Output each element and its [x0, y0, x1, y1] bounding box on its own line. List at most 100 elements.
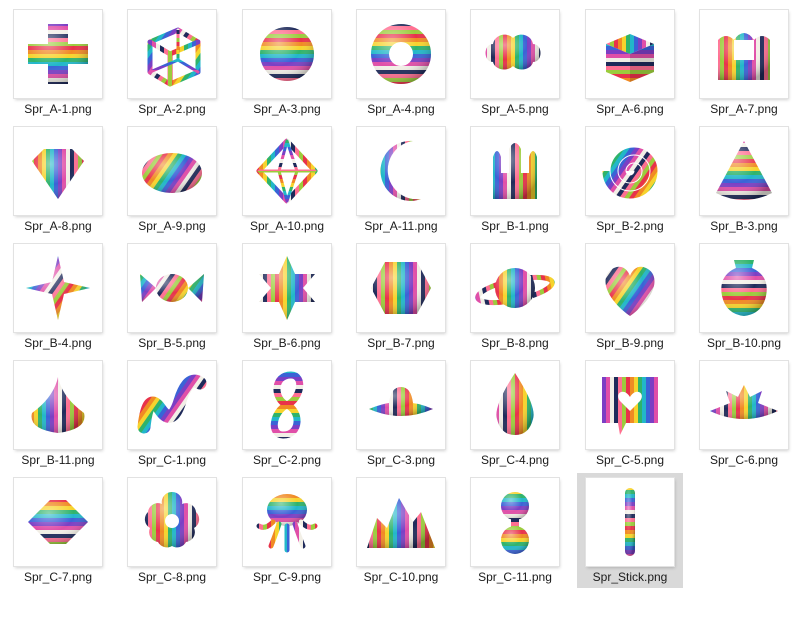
file-item[interactable]: Spr_A-4.png — [348, 5, 454, 120]
file-name-label: Spr_C-1.png — [137, 453, 207, 467]
file-thumbnail — [128, 244, 216, 332]
file-name-label: Spr_A-5.png — [481, 102, 549, 116]
file-name-label: Spr_C-10.png — [363, 570, 439, 584]
file-item[interactable]: Spr_B-1.png — [462, 122, 568, 237]
saucer-icon — [369, 387, 433, 416]
file-item[interactable]: Spr_C-6.png — [691, 356, 797, 471]
file-name-label: Spr_A-6.png — [596, 102, 664, 116]
crescent-moon-icon — [380, 140, 421, 201]
file-thumbnail — [586, 127, 674, 215]
file-item[interactable]: Spr_C-8.png — [119, 473, 225, 588]
file-name-label: Spr_C-7.png — [23, 570, 93, 584]
file-item[interactable]: Spr_A-9.png — [119, 122, 225, 237]
file-item[interactable]: Spr_A-6.png — [577, 5, 683, 120]
file-thumbnail — [700, 361, 788, 449]
lotus-icon — [710, 385, 778, 419]
file-item[interactable]: Spr_C-10.png — [348, 473, 454, 588]
cone-icon — [716, 141, 772, 200]
wireframe-cube-icon — [147, 27, 201, 87]
file-item[interactable]: Spr_C-7.png — [5, 473, 111, 588]
file-item[interactable]: Spr_B-11.png — [5, 356, 111, 471]
gem-icon — [32, 149, 84, 199]
file-name-label: Spr_C-8.png — [137, 570, 207, 584]
file-item[interactable]: Spr_C-9.png — [234, 473, 340, 588]
file-item[interactable]: Spr_C-11.png — [462, 473, 568, 588]
file-item[interactable]: Spr_A-1.png — [5, 5, 111, 120]
file-thumbnail — [700, 244, 788, 332]
cloud-blob-icon — [485, 34, 541, 70]
file-thumbnail — [586, 361, 674, 449]
file-thumbnail — [586, 244, 674, 332]
file-item[interactable]: Spr_B-7.png — [348, 239, 454, 354]
file-item[interactable]: Spr_C-4.png — [462, 356, 568, 471]
file-item[interactable]: Spr_C-1.png — [119, 356, 225, 471]
figure-eight-icon — [270, 371, 304, 439]
file-name-label: Spr_Stick.png — [592, 570, 668, 584]
file-item[interactable]: Spr_A-10.png — [234, 122, 340, 237]
file-item[interactable]: Spr_B-4.png — [5, 239, 111, 354]
rabbit-ears-icon — [493, 143, 537, 199]
wireframe-octahedron-icon — [256, 138, 318, 204]
file-item[interactable]: Spr_B-6.png — [234, 239, 340, 354]
plus-cross-icon — [28, 24, 88, 84]
file-thumbnail — [357, 244, 445, 332]
file-thumbnail — [471, 244, 559, 332]
file-thumbnail — [128, 10, 216, 98]
file-name-label: Spr_A-1.png — [24, 102, 92, 116]
dumbbell-icon — [501, 492, 529, 554]
file-thumbnail — [128, 361, 216, 449]
file-name-label: Spr_C-2.png — [252, 453, 322, 467]
file-thumbnail — [14, 244, 102, 332]
file-item[interactable]: Spr_Stick.png — [577, 473, 683, 588]
file-item[interactable]: Spr_B-2.png — [577, 122, 683, 237]
file-item[interactable]: Spr_B-10.png — [691, 239, 797, 354]
file-item[interactable]: Spr_C-5.png — [577, 356, 683, 471]
planet-ring-icon — [475, 268, 555, 308]
file-thumbnail — [243, 361, 331, 449]
file-thumbnail — [14, 10, 102, 98]
file-item[interactable]: Spr_B-5.png — [119, 239, 225, 354]
file-thumbnail — [243, 127, 331, 215]
file-item[interactable]: Spr_A-11.png — [348, 122, 454, 237]
heart-speech-bubble-icon — [602, 377, 658, 435]
teardrop-icon — [496, 373, 534, 435]
file-thumbnail — [586, 478, 674, 566]
file-thumbnail — [357, 10, 445, 98]
file-thumbnail — [14, 361, 102, 449]
ellipsoid-icon — [142, 153, 202, 193]
file-name-label: Spr_A-7.png — [710, 102, 778, 116]
file-item[interactable]: Spr_A-2.png — [119, 5, 225, 120]
file-item[interactable]: Spr_C-3.png — [348, 356, 454, 471]
file-thumbnail — [357, 127, 445, 215]
four-point-star-icon — [26, 256, 90, 320]
file-name-label: Spr_B-11.png — [21, 453, 95, 467]
file-item[interactable]: Spr_C-2.png — [234, 356, 340, 471]
file-name-label: Spr_A-3.png — [253, 102, 321, 116]
file-name-label: Spr_A-9.png — [138, 219, 206, 233]
stick-icon — [625, 488, 635, 556]
candy-icon — [140, 274, 204, 302]
file-thumbnail — [14, 127, 102, 215]
file-item[interactable]: Spr_A-3.png — [234, 5, 340, 120]
wave-ribbon-icon — [137, 374, 207, 434]
file-name-label: Spr_C-3.png — [366, 453, 436, 467]
file-name-label: Spr_B-8.png — [481, 336, 549, 350]
file-item[interactable]: Spr_B-3.png — [691, 122, 797, 237]
vase-icon — [721, 260, 767, 316]
crown-icon — [718, 33, 770, 80]
file-item[interactable]: Spr_A-8.png — [5, 122, 111, 237]
file-name-label: Spr_A-2.png — [138, 102, 206, 116]
file-name-label: Spr_B-10.png — [706, 336, 782, 350]
file-thumbnail — [357, 478, 445, 566]
file-thumbnail — [471, 127, 559, 215]
file-name-label: Spr_C-4.png — [480, 453, 550, 467]
file-thumbnail — [700, 127, 788, 215]
file-item[interactable]: Spr_B-9.png — [577, 239, 683, 354]
file-item[interactable]: Spr_A-7.png — [691, 5, 797, 120]
file-thumbnail — [357, 361, 445, 449]
file-item[interactable]: Spr_B-8.png — [462, 239, 568, 354]
file-item[interactable]: Spr_A-5.png — [462, 5, 568, 120]
spiral-icon — [602, 147, 658, 199]
file-thumbnail — [586, 10, 674, 98]
file-thumbnail — [128, 478, 216, 566]
